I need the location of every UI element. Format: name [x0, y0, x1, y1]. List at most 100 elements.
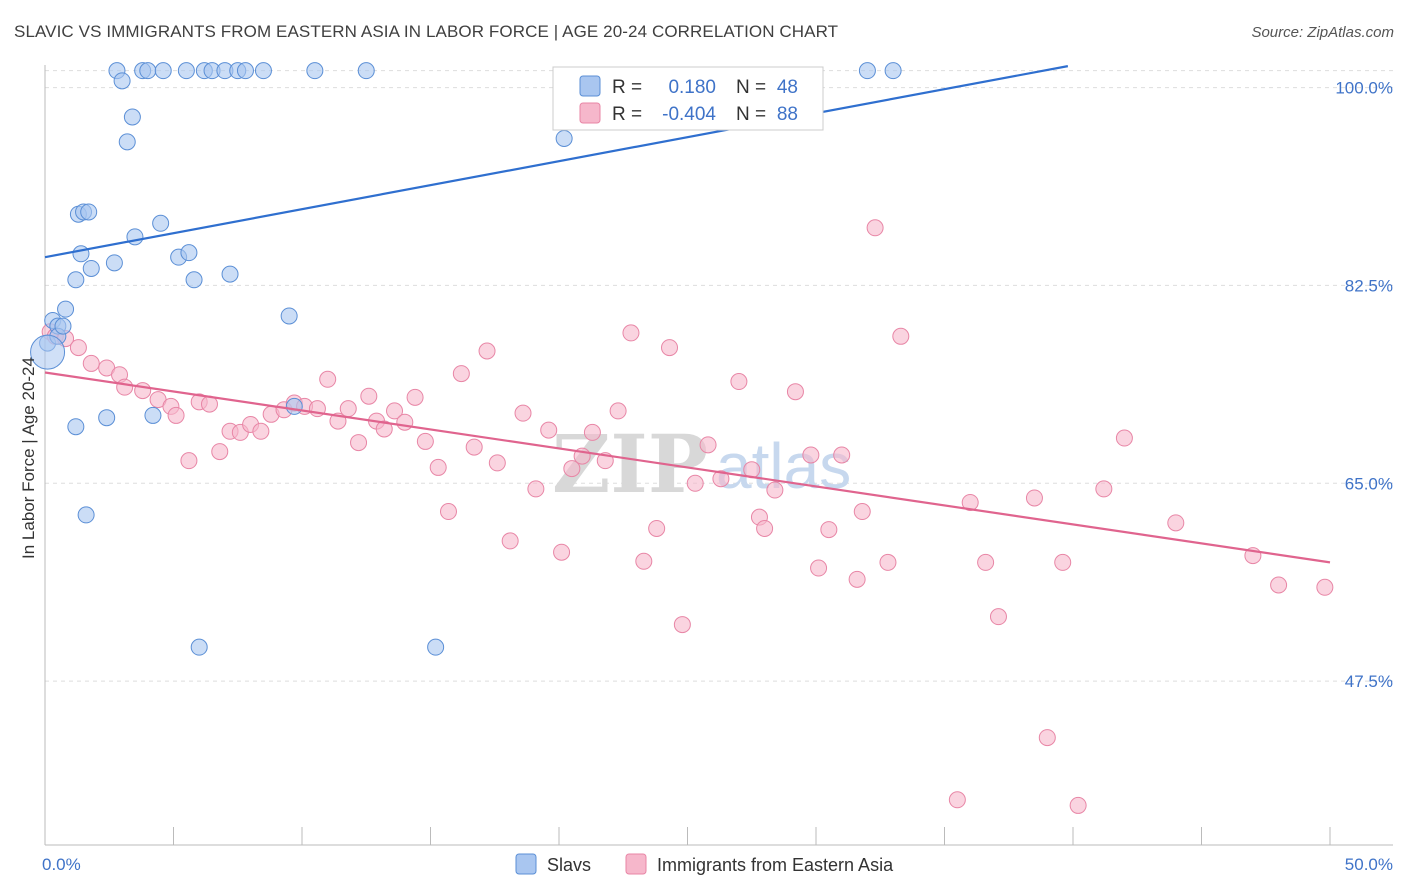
- slavs-point: [144, 406, 162, 424]
- asia-point: [488, 454, 506, 472]
- series-legend-swatch-asia: [625, 853, 647, 875]
- source-credit: Source: ZipAtlas.com: [1251, 24, 1394, 41]
- asia-point: [622, 324, 640, 342]
- slavs-point: [884, 62, 902, 80]
- asia-point: [339, 400, 357, 418]
- y-tick-label: 82.5%: [1345, 276, 1393, 295]
- asia-point: [1167, 514, 1185, 532]
- asia-point: [553, 543, 571, 561]
- slavs-point: [236, 62, 254, 80]
- asia-point: [360, 387, 378, 405]
- slavs-point: [306, 62, 324, 80]
- asia-point: [167, 406, 185, 424]
- asia-point: [452, 365, 470, 383]
- asia-point: [1115, 429, 1133, 447]
- asia-point: [386, 402, 404, 420]
- legend-r-label-asia: R =: [612, 104, 642, 125]
- series-legend-label-slavs: Slavs: [547, 855, 591, 875]
- asia-point: [635, 552, 653, 570]
- asia-point: [134, 382, 152, 400]
- correlation-legend: R = 0.180 N = 48 R = -0.404 N = 88: [552, 66, 824, 131]
- slavs-point: [54, 317, 72, 335]
- legend-swatch-slavs: [579, 75, 601, 97]
- slavs-point: [80, 203, 98, 221]
- asia-point: [1095, 480, 1113, 498]
- asia-point: [756, 519, 774, 537]
- asia-point: [396, 413, 414, 431]
- legend-r-value-asia: -0.404: [662, 104, 716, 125]
- asia-point: [563, 460, 581, 478]
- asia-point: [350, 434, 368, 452]
- slavs-point: [185, 271, 203, 289]
- slavs-point: [113, 72, 131, 90]
- y-tick-label: 65.0%: [1345, 474, 1393, 493]
- slavs-point: [105, 254, 123, 272]
- asia-point: [802, 446, 820, 464]
- slavs-point: [190, 638, 208, 656]
- slavs-point: [139, 62, 157, 80]
- x-tick-label-max: 50.0%: [1345, 855, 1393, 874]
- asia-point: [478, 342, 496, 360]
- asia-point: [416, 432, 434, 450]
- asia-point: [69, 339, 87, 357]
- slavs-point: [427, 638, 445, 656]
- series-legend: Slavs Immigrants from Eastern Asia: [515, 853, 894, 875]
- asia-point: [892, 327, 910, 345]
- asia-point: [853, 503, 871, 521]
- asia-point: [712, 470, 730, 488]
- asia-point: [116, 378, 134, 396]
- slavs-point: [98, 409, 116, 427]
- asia-point: [1270, 576, 1288, 594]
- slavs-point: [357, 62, 375, 80]
- slavs-point: [72, 245, 90, 263]
- series-legend-swatch-slavs: [515, 853, 537, 875]
- slavs-point: [67, 271, 85, 289]
- slavs-point: [280, 307, 298, 325]
- asia-point: [1025, 489, 1043, 507]
- asia-point: [848, 570, 866, 588]
- slavs-point: [57, 300, 75, 318]
- slavs-point: [123, 108, 141, 126]
- asia-point: [1038, 729, 1056, 747]
- y-tick-label: 100.0%: [1335, 79, 1393, 98]
- legend-swatch-asia: [579, 102, 601, 124]
- asia-point: [1054, 553, 1072, 571]
- asia-point: [686, 474, 704, 492]
- slavs-point: [152, 214, 170, 232]
- asia-point: [810, 559, 828, 577]
- x-tick-label-min: 0.0%: [42, 855, 81, 874]
- trend-lines: [44, 65, 1331, 564]
- slavs-point: [555, 129, 573, 147]
- asia-point: [252, 422, 270, 440]
- asia-point: [514, 404, 532, 422]
- asia-point: [648, 519, 666, 537]
- slavs-point: [77, 506, 95, 524]
- slavs-point: [67, 418, 85, 436]
- legend-n-value-slavs: 48: [777, 77, 798, 98]
- slavs-point: [285, 397, 303, 415]
- asia-point: [1069, 796, 1087, 814]
- slavs-point: [154, 62, 172, 80]
- legend-n-value-asia: 88: [777, 104, 798, 125]
- y-axis-label: In Labor Force | Age 20-24: [19, 357, 38, 559]
- slavs-point: [221, 265, 239, 283]
- legend-n-label-slavs: N =: [736, 77, 766, 98]
- asia-point: [948, 791, 966, 809]
- data-points: [30, 62, 1334, 814]
- slavs-point-large: [30, 334, 66, 370]
- asia-point: [583, 423, 601, 441]
- asia-point: [961, 493, 979, 511]
- asia-point: [699, 436, 717, 454]
- asia-point: [540, 421, 558, 439]
- asia-point: [673, 616, 691, 634]
- watermark-atlas: atlas: [716, 430, 851, 502]
- slavs-point: [858, 62, 876, 80]
- asia-point: [786, 383, 804, 401]
- axes: [44, 65, 1393, 846]
- asia-point: [527, 480, 545, 498]
- asia-point: [866, 219, 884, 237]
- slavs-trend-line: [44, 65, 1069, 259]
- asia-point: [730, 373, 748, 391]
- asia-point: [977, 553, 995, 571]
